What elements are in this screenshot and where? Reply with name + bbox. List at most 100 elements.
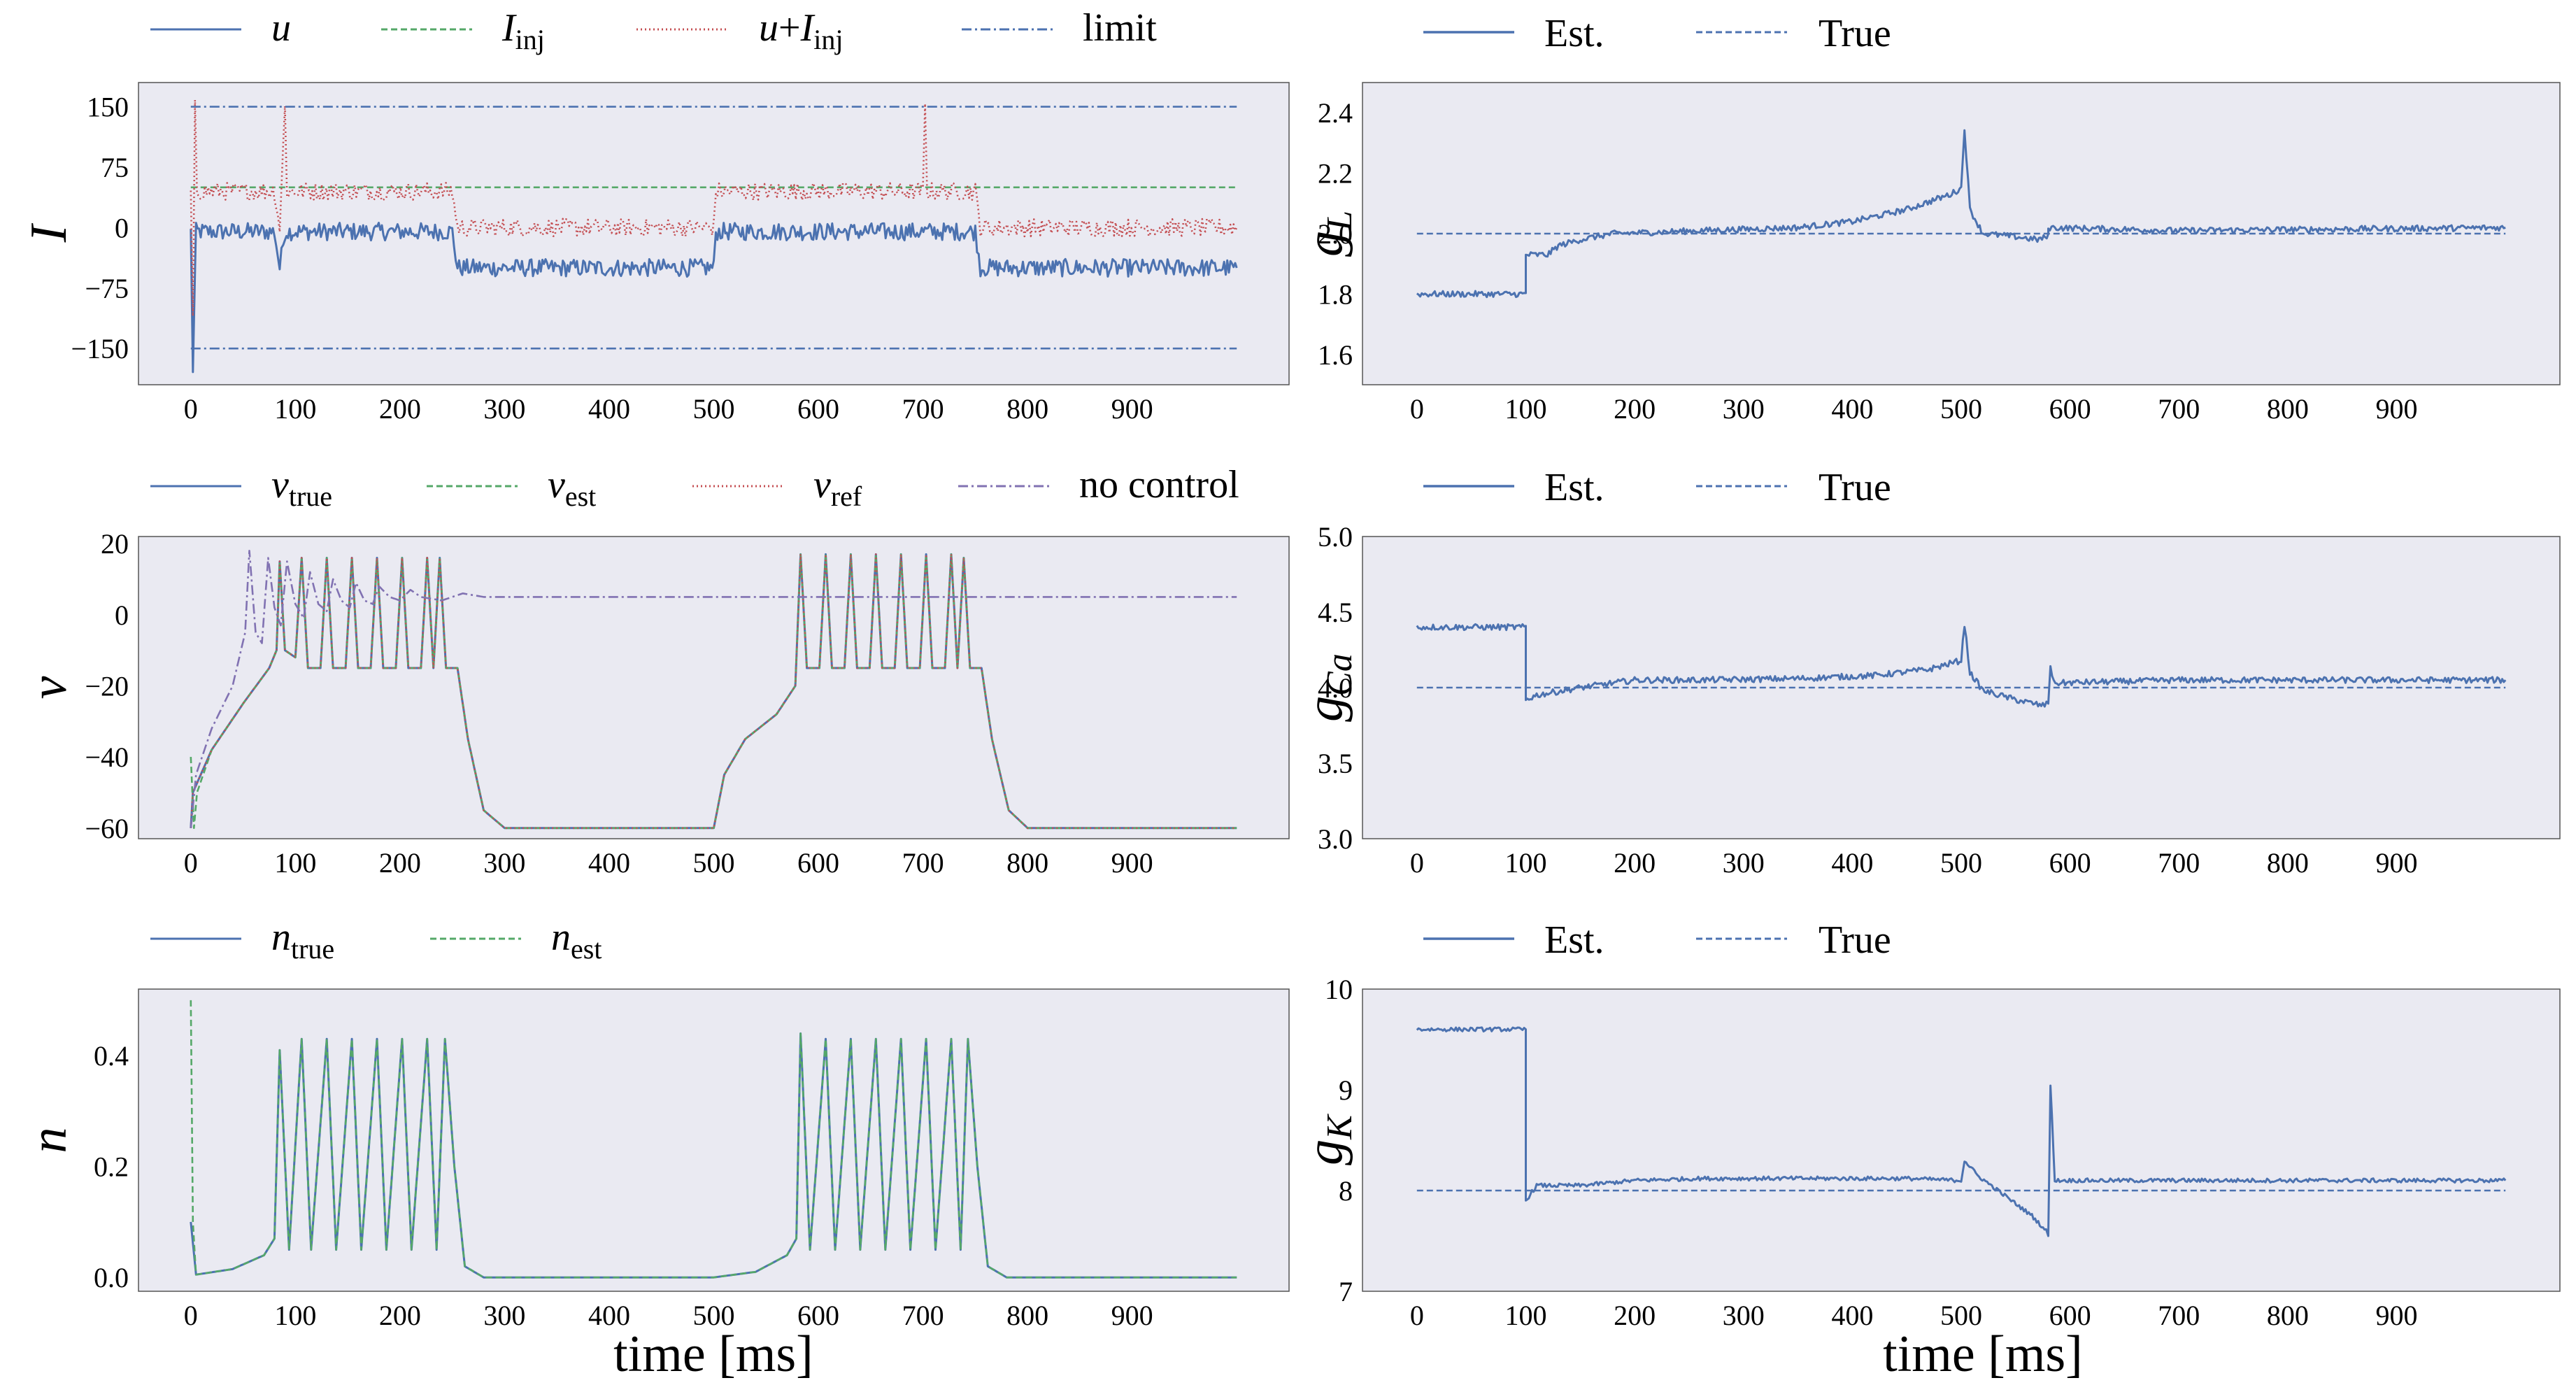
series-line-est (1416, 1026, 2507, 1237)
x-tick-label: 300 (1723, 393, 1765, 425)
y-axis-label: v (20, 676, 78, 699)
legend-label-ntrue: ntrue (271, 916, 334, 965)
x-tick-label: 600 (2049, 847, 2091, 879)
y-tick-label: 2.4 (1318, 97, 1353, 129)
y-tick-label: 3.0 (1318, 823, 1353, 855)
y-tick-label: 8 (1339, 1175, 1353, 1207)
legend-label-est: Est. (1544, 466, 1604, 509)
series-line-no-control (190, 549, 1237, 828)
legend-label-vref: vref (813, 463, 862, 512)
series-line-u-i-inj (190, 99, 1238, 318)
y-tick-label: −75 (85, 273, 129, 304)
panel-v: v 200−20−40−60 0 100 200 300 400 500 600 700 800… (20, 463, 1290, 879)
x-tick-label: 900 (1111, 393, 1153, 425)
panel-I: I 150 75 0 −75 −150 0 100 200 300 400 500 600 700 80… (20, 6, 1290, 425)
x-tick-label: 200 (379, 1300, 421, 1331)
y-tick-label: 0.2 (94, 1151, 129, 1183)
x-tick-label: 0 (184, 393, 198, 425)
y-tick-label: 0 (115, 212, 129, 243)
y-tick-label: 4.5 (1318, 597, 1353, 628)
series-line-v-est (190, 553, 1237, 830)
legend: ntrue nest (150, 916, 602, 965)
series-line-est (1416, 129, 2506, 299)
panel-n: n 0.4 0.2 0.0 0 100 200 300 400 500 600 700 800 900… (20, 916, 1290, 1331)
y-tick-label: 75 (101, 152, 129, 183)
x-tick-label: 200 (1614, 393, 1656, 425)
legend-label-limit: limit (1083, 6, 1157, 50)
x-tick-label: 900 (1111, 847, 1153, 879)
y-tick-label: 10 (1325, 974, 1353, 1005)
x-tick-label: 200 (379, 393, 421, 425)
series-group (190, 99, 1238, 374)
series-group (1416, 129, 2506, 299)
x-tick-label: 0 (1410, 1300, 1424, 1331)
x-tick-label: 700 (2158, 1300, 2200, 1331)
x-ticks: 0 100 200 300 400 500 600 700 800 900 (184, 847, 1153, 879)
series-group (190, 549, 1237, 830)
x-tick-label: 700 (902, 1300, 944, 1331)
x-tick-label: 500 (693, 847, 735, 879)
x-tick-label: 500 (693, 393, 735, 425)
x-tick-label: 600 (797, 1300, 839, 1331)
x-tick-label: 400 (588, 847, 630, 879)
x-tick-label: 700 (2158, 847, 2200, 879)
y-tick-label: 3.5 (1318, 748, 1353, 779)
y-tick-label: −20 (85, 670, 129, 702)
x-tick-label: 100 (274, 1300, 316, 1331)
x-tick-label: 400 (588, 393, 630, 425)
x-ticks: 0 100 200 300 400 500 600 700 800 900 (1410, 847, 2418, 879)
legend-label-vest: vest (548, 463, 596, 512)
legend-label-iinj: Iinj (501, 6, 545, 55)
y-tick-label: 0.0 (94, 1262, 129, 1293)
x-tick-label: 200 (1614, 847, 1656, 879)
legend-label-true: True (1819, 918, 1891, 962)
x-tick-label: 900 (2376, 847, 2418, 879)
y-tick-label: 150 (87, 92, 129, 123)
legend-label-true: True (1819, 466, 1891, 509)
y-ticks: 5.0 4.5 4.0 3.5 3.0 (1318, 521, 1353, 855)
x-tick-label: 700 (2158, 393, 2200, 425)
x-tick-label: 300 (1723, 847, 1765, 879)
x-axis-label-left: time [ms] (613, 1326, 813, 1383)
x-ticks: 0 100 200 300 400 500 600 700 800 900 (184, 393, 1153, 425)
x-tick-label: 600 (2049, 393, 2091, 425)
legend-label-est: Est. (1544, 12, 1604, 55)
y-tick-label: 1.8 (1318, 278, 1353, 310)
y-ticks: 10 9 8 7 (1325, 974, 1353, 1307)
x-ticks: 0 100 200 300 400 500 600 700 800 900 (1410, 393, 2418, 425)
y-ticks: 2.4 2.2 2.0 1.8 1.6 (1318, 97, 1353, 371)
x-tick-label: 900 (1111, 1300, 1153, 1331)
legend-label-nest: nest (551, 916, 602, 965)
legend-label-est: Est. (1544, 918, 1604, 962)
x-axis-label-right: time [ms] (1883, 1326, 2083, 1383)
x-tick-label: 700 (902, 393, 944, 425)
y-tick-label: −60 (85, 813, 129, 844)
x-tick-label: 100 (274, 847, 316, 879)
y-axis-label: n (20, 1128, 78, 1153)
y-tick-label: 0 (115, 599, 129, 631)
y-axis-label: gCa (1296, 653, 1360, 722)
y-ticks: 150 75 0 −75 −150 (71, 92, 129, 365)
series-line-u (190, 222, 1238, 374)
y-tick-label: 20 (101, 528, 129, 560)
x-ticks: 0 100 200 300 400 500 600 700 800 900 (1410, 1300, 2418, 1331)
x-tick-label: 800 (1006, 847, 1048, 879)
series-group (1416, 1026, 2507, 1237)
x-tick-label: 600 (797, 847, 839, 879)
series-group (1416, 623, 2507, 708)
x-tick-label: 800 (1006, 393, 1048, 425)
y-axis-label: gK (1296, 1114, 1360, 1165)
y-tick-label: 2.2 (1318, 158, 1353, 190)
x-tick-label: 400 (1831, 1300, 1873, 1331)
x-tick-label: 500 (1940, 393, 1982, 425)
y-tick-label: 4.0 (1318, 672, 1353, 704)
x-tick-label: 300 (1723, 1300, 1765, 1331)
y-tick-label: 9 (1339, 1074, 1353, 1106)
panel-gL: gL 2.4 2.2 2.0 1.8 1.6 0 100 200 300 400 500 600 70… (1296, 12, 2561, 425)
legend-label-nocontrol: no control (1079, 463, 1239, 506)
series-group (190, 1000, 1237, 1279)
panel-gCa: gCa 5.0 4.5 4.0 3.5 3.0 0 100 200 300 400 500 600 7… (1296, 466, 2561, 879)
plot-area (138, 82, 1290, 385)
series-line-n-est (190, 1000, 1237, 1279)
